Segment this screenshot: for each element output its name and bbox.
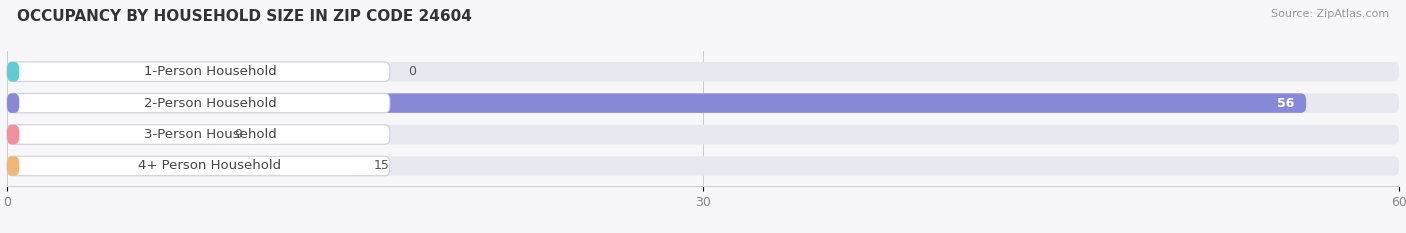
FancyBboxPatch shape (7, 93, 20, 113)
Text: 15: 15 (374, 159, 389, 172)
Text: 2-Person Household: 2-Person Household (143, 97, 277, 110)
FancyBboxPatch shape (7, 62, 1399, 81)
Text: 9: 9 (235, 128, 242, 141)
FancyBboxPatch shape (7, 156, 354, 176)
FancyBboxPatch shape (7, 125, 1399, 144)
FancyBboxPatch shape (7, 125, 217, 144)
Text: 1-Person Household: 1-Person Household (143, 65, 277, 78)
FancyBboxPatch shape (7, 125, 389, 144)
Text: 56: 56 (1277, 97, 1295, 110)
FancyBboxPatch shape (7, 156, 1399, 176)
FancyBboxPatch shape (7, 93, 389, 113)
Text: 3-Person Household: 3-Person Household (143, 128, 277, 141)
FancyBboxPatch shape (7, 125, 20, 144)
FancyBboxPatch shape (7, 93, 1399, 113)
FancyBboxPatch shape (7, 62, 20, 81)
FancyBboxPatch shape (7, 156, 20, 176)
FancyBboxPatch shape (7, 93, 1306, 113)
Text: OCCUPANCY BY HOUSEHOLD SIZE IN ZIP CODE 24604: OCCUPANCY BY HOUSEHOLD SIZE IN ZIP CODE … (17, 9, 472, 24)
Text: 4+ Person Household: 4+ Person Household (138, 159, 281, 172)
Text: Source: ZipAtlas.com: Source: ZipAtlas.com (1271, 9, 1389, 19)
FancyBboxPatch shape (7, 156, 389, 176)
Text: 0: 0 (408, 65, 416, 78)
FancyBboxPatch shape (7, 62, 389, 81)
